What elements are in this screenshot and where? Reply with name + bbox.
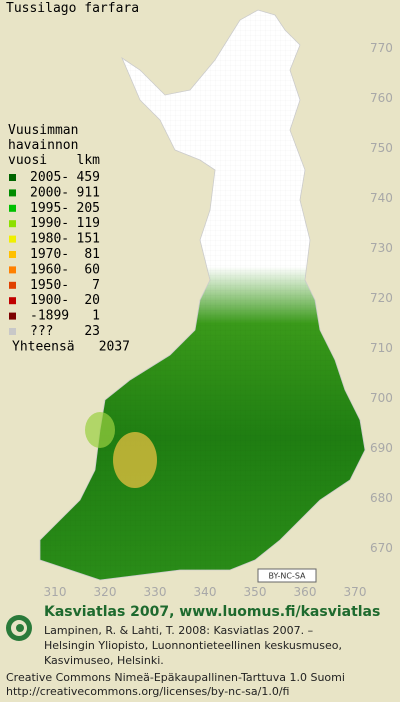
y-grid-label: 670: [370, 541, 393, 555]
legend-label: 1950-: [30, 278, 69, 293]
legend-count-header: lkm: [77, 153, 101, 168]
map-region-highlight: [85, 412, 115, 448]
x-grid-label: 320: [94, 585, 117, 599]
legend-count: 205: [77, 201, 100, 216]
y-grid-label: 740: [370, 191, 393, 205]
legend-label: -1899: [30, 309, 69, 324]
legend-label: 1990-: [30, 216, 69, 231]
y-grid-label: 680: [370, 491, 393, 505]
citation-line: Lampinen, R. & Lahti, T. 2008: Kasviatla…: [44, 624, 313, 637]
legend-header: Vuusimman: [8, 123, 78, 138]
x-grid-label: 310: [44, 585, 67, 599]
legend-count: 119: [77, 216, 100, 231]
legend-header: vuosi: [8, 153, 47, 168]
legend-total: 2037: [99, 339, 130, 354]
x-grid-label: 340: [194, 585, 217, 599]
legend-count: 151: [77, 232, 100, 247]
legend-swatch: [9, 220, 16, 228]
legend-swatch: [9, 204, 16, 212]
legend-count: 459: [77, 170, 100, 185]
legend-total-label: Yhteensä: [12, 339, 75, 354]
legend-swatch: [9, 266, 16, 274]
legend-swatch: [9, 189, 16, 197]
legend-count: 1: [92, 309, 100, 324]
legend-count: 911: [77, 185, 100, 200]
legend-label: 1900-: [30, 293, 69, 308]
license-badge-text: BY-NC-SA: [268, 572, 306, 581]
legend-swatch: [9, 174, 16, 181]
license-line: http://creativecommons.org/licenses/by-n…: [6, 685, 289, 698]
legend-swatch: [9, 235, 16, 243]
legend-label: 1995-: [30, 201, 69, 216]
x-grid-label: 330: [144, 585, 167, 599]
x-grid-label: 360: [294, 585, 317, 599]
legend-swatch: [9, 312, 16, 320]
legend-count: 81: [84, 247, 100, 262]
legend-label: 2005-: [30, 170, 69, 185]
y-grid-label: 770: [370, 41, 393, 55]
map-title: Tussilago farfara: [6, 1, 139, 16]
legend-swatch: [9, 251, 16, 258]
citation-line: Helsingin Yliopisto, Luonnontieteellinen…: [44, 639, 342, 652]
legend-count: 23: [84, 324, 100, 339]
legend-swatch: [9, 281, 16, 289]
grid-axes: 770 760 750 740 730 720 710 700 690 680 670 310 320 3…: [44, 41, 393, 599]
legend-label: 1980-: [30, 232, 69, 247]
y-grid-label: 760: [370, 91, 393, 105]
y-grid-label: 720: [370, 291, 393, 305]
legend-swatch: [9, 328, 16, 335]
y-grid-label: 750: [370, 141, 393, 155]
legend-label: 1970-: [30, 247, 69, 262]
license-badge: [257, 568, 317, 583]
legend-label: 2000-: [30, 185, 69, 200]
y-grid-label: 700: [370, 391, 393, 405]
grid-overlay: [40, 10, 365, 580]
legend-swatch: [9, 297, 16, 305]
y-grid-label: 690: [370, 441, 393, 455]
legend-header: havainnon: [8, 138, 78, 153]
x-grid-label: 350: [244, 585, 267, 599]
logo: [6, 615, 32, 641]
legend-count: 20: [84, 293, 100, 308]
legend-label: 1960-: [30, 262, 69, 277]
legend-count: 7: [92, 278, 100, 293]
legend-count: 60: [84, 262, 100, 277]
license-line: Creative Commons Nimeä-Epäkaupallinen-Ta…: [6, 671, 345, 684]
brand: Kasviatlas 2007, www.luomus.fi/kasviatla…: [44, 604, 380, 620]
x-grid-label: 370: [344, 585, 367, 599]
y-grid-label: 710: [370, 341, 393, 355]
legend-label: ???: [30, 324, 53, 339]
y-grid-label: 730: [370, 241, 393, 255]
citation-line: Kasvimuseo, Helsinki.: [44, 654, 164, 667]
map-region-highlight: [113, 432, 157, 488]
